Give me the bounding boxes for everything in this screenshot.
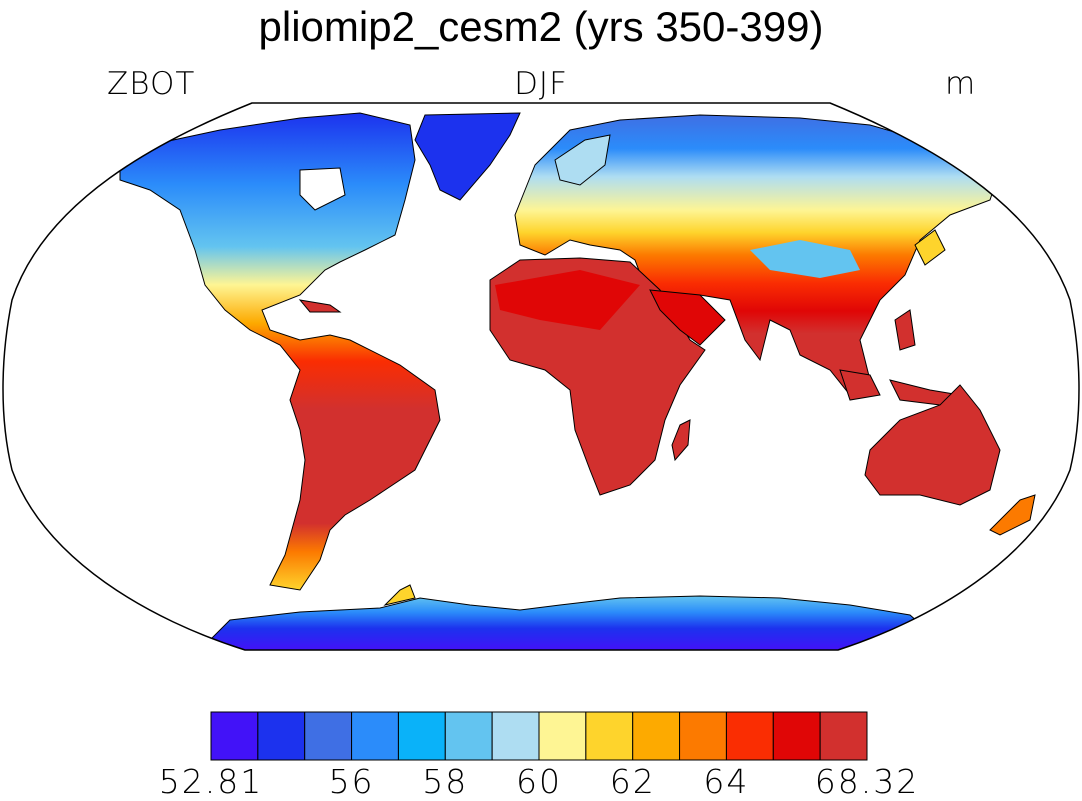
- colorbar-tick-label: 68.32: [814, 762, 920, 801]
- map-border: [2, 102, 1080, 651]
- colorbar-tick-label: 56: [328, 762, 375, 801]
- colorbar-tick-label: 62: [609, 762, 656, 801]
- colorbar: [210, 711, 868, 761]
- colorbar-swatch: [444, 711, 493, 761]
- units-label: m: [945, 66, 977, 102]
- colorbar-swatch: [819, 711, 868, 761]
- colorbar-tick-label: 60: [516, 762, 562, 801]
- greenland-landmass: [414, 112, 521, 201]
- australia-landmass: [864, 384, 1001, 506]
- colorbar-swatch: [585, 711, 634, 761]
- colorbar-swatch: [257, 711, 306, 761]
- americas-landmass: [119, 112, 441, 591]
- colorbar-tick-label: 52.81: [158, 762, 264, 801]
- colorbar-swatch: [538, 711, 587, 761]
- variable-label: ZBOT: [107, 66, 196, 102]
- colorbar-swatch: [397, 711, 446, 761]
- plot-title: pliomip2_cesm2 (yrs 350-399): [258, 3, 824, 50]
- colorbar-swatch: [632, 711, 681, 761]
- colorbar-tick-label: 64: [703, 762, 750, 801]
- season-label: DJF: [514, 66, 568, 102]
- antarctica-landmass: [198, 595, 952, 650]
- colorbar-swatch: [679, 711, 727, 761]
- colorbar-swatch: [491, 711, 540, 761]
- colorbar-swatch: [772, 711, 821, 761]
- colorbar-swatch: [210, 711, 259, 761]
- colorbar-swatch: [351, 711, 399, 761]
- colorbar-swatch: [725, 711, 774, 761]
- colorbar-swatch: [304, 711, 353, 761]
- colorbar-tick-label: 58: [422, 762, 469, 801]
